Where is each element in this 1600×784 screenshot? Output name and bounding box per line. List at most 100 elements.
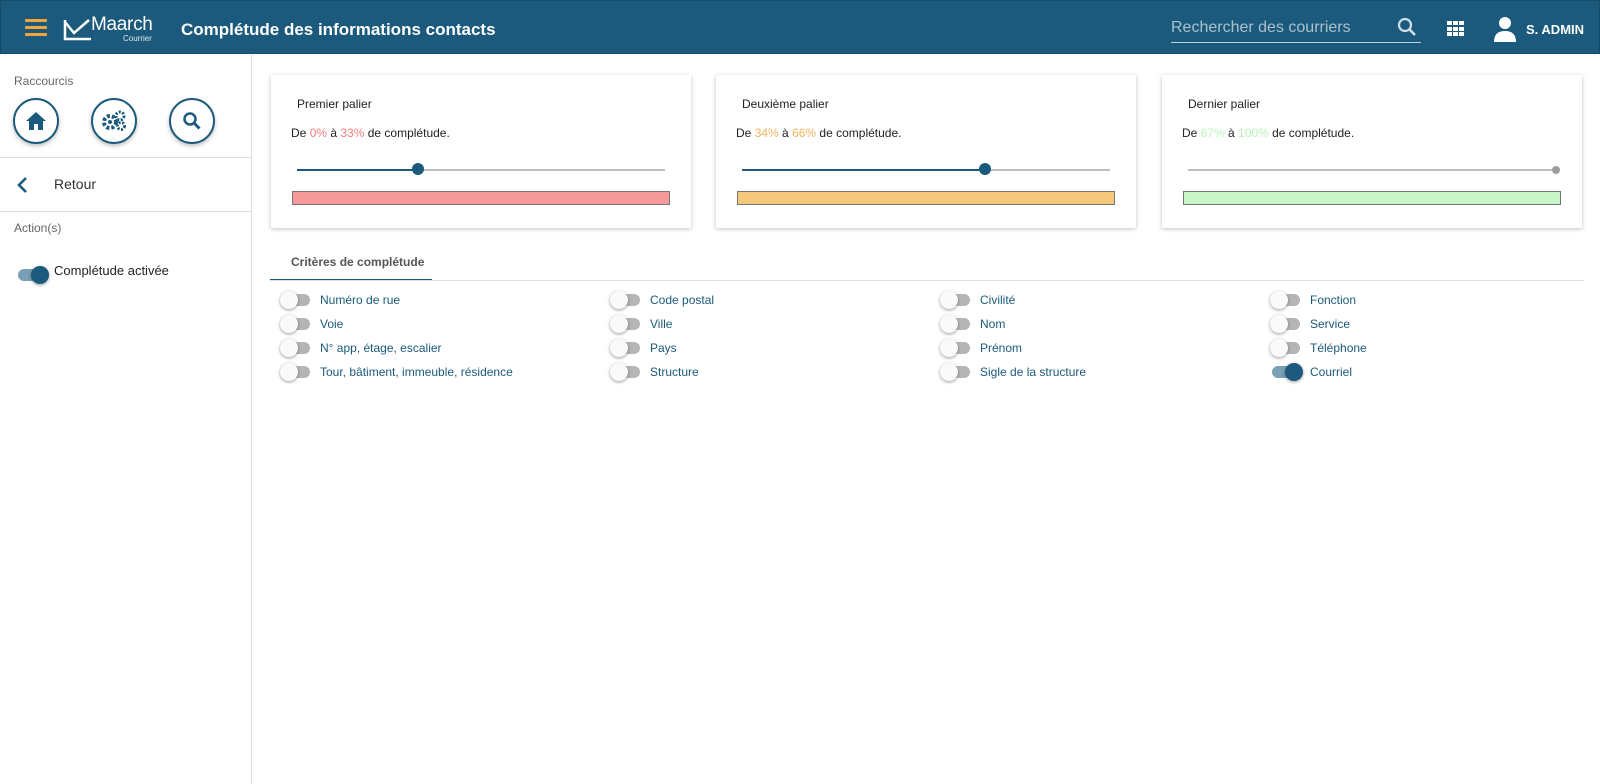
search-icon[interactable] (1397, 17, 1419, 39)
text: de complétude. (816, 126, 902, 140)
criterion-toggle[interactable] (940, 291, 972, 309)
slider-fill (297, 169, 419, 171)
criterion-label: Ville (650, 317, 673, 331)
chevron-left-icon (17, 177, 27, 193)
criterion-label: Voie (320, 317, 344, 331)
apps-grid-icon[interactable] (1447, 21, 1465, 37)
divider (0, 211, 252, 212)
completude-toggle[interactable] (18, 266, 49, 284)
criterion-toggle[interactable] (280, 291, 312, 309)
criterion-label: N° app, étage, escalier (320, 341, 442, 355)
criterion-toggle[interactable] (610, 339, 642, 357)
tab-divider (270, 280, 1584, 281)
range-end: 66% (792, 126, 817, 140)
range-start: 0% (309, 126, 328, 140)
criterion-label: Téléphone (1310, 341, 1367, 355)
threshold-card: Dernier palier De 67% à 100% de complétud… (1162, 75, 1582, 228)
tab-label: Critères de complétude (291, 255, 425, 269)
text: De (291, 126, 310, 140)
color-bar (292, 191, 670, 205)
actions-label: Action(s) (14, 221, 62, 235)
criterion-label: Service (1310, 317, 1351, 331)
page-title: Complétude des informations contacts (181, 20, 496, 39)
top-bar: Maarch Courrier Complétude des informati… (0, 0, 1600, 54)
threshold-slider[interactable] (297, 163, 665, 175)
search-bar (1171, 15, 1421, 43)
color-bar (737, 191, 1115, 205)
criterion-label: Code postal (650, 293, 715, 307)
criterion-label: Pays (650, 341, 677, 355)
sidebar: Raccourcis Retour Action(s) Complétude a… (0, 54, 252, 784)
card-description: De 67% à 100% de complétude. (1182, 126, 1354, 140)
criterion-toggle[interactable] (610, 315, 642, 333)
gears-icon (102, 110, 126, 131)
slider-thumb[interactable] (1552, 166, 1560, 174)
criterion-label: Civilité (980, 293, 1016, 307)
logo-mark-icon (63, 19, 91, 41)
slider-thumb[interactable] (978, 163, 991, 175)
text: De (1182, 126, 1201, 140)
criterion-toggle[interactable] (1272, 363, 1303, 381)
shortcut-administration[interactable] (91, 98, 137, 144)
user-name: S. ADMIN (1526, 21, 1585, 37)
criterion-toggle[interactable] (940, 339, 972, 357)
shortcuts-label: Raccourcis (14, 74, 74, 88)
criterion-toggle[interactable] (280, 339, 312, 357)
slider-thumb[interactable] (412, 163, 425, 175)
logo-subtitle: Courrier (123, 34, 152, 43)
search-input[interactable] (1171, 15, 1391, 41)
menu-icon[interactable] (25, 19, 47, 37)
threshold-slider[interactable] (742, 163, 1110, 175)
threshold-card: Deuxième palier De 34% à 66% de complétud… (716, 75, 1136, 228)
text: De (736, 126, 755, 140)
user-icon (1494, 17, 1516, 42)
text: de complétude. (364, 126, 450, 140)
criterion-label: Prénom (980, 341, 1023, 355)
back-button[interactable]: Retour (0, 167, 252, 201)
criterion-toggle[interactable] (280, 315, 312, 333)
shortcut-search[interactable] (169, 98, 215, 144)
criterion-toggle[interactable] (940, 363, 972, 381)
criterion-label: Fonction (1310, 293, 1357, 307)
criterion-label: Courriel (1310, 365, 1353, 379)
search-icon (183, 112, 201, 130)
criterion-label: Tour, bâtiment, immeuble, résidence (320, 365, 513, 379)
criterion-toggle[interactable] (940, 315, 972, 333)
criterion-toggle[interactable] (610, 363, 642, 381)
back-label: Retour (54, 176, 97, 192)
range-end: 33% (340, 126, 365, 140)
text: à (327, 126, 341, 140)
card-title: Deuxième palier (742, 97, 829, 111)
home-icon (26, 112, 46, 130)
shortcut-home[interactable] (13, 98, 59, 144)
card-title: Premier palier (297, 97, 372, 111)
criterion-toggle[interactable] (1270, 291, 1302, 309)
color-bar (1183, 191, 1561, 205)
card-title: Dernier palier (1188, 97, 1261, 111)
threshold-card: Premier palier De 0% à 33% de complétude. (271, 75, 691, 228)
criterion-toggle[interactable] (1270, 339, 1302, 357)
user-menu[interactable]: S. ADMIN (1494, 15, 1584, 43)
slider-fill (742, 169, 985, 171)
criterion-label: Structure (650, 365, 699, 379)
criterion-toggle[interactable] (610, 291, 642, 309)
criterion-toggle[interactable] (280, 363, 312, 381)
range-start: 34% (754, 126, 779, 140)
criterion-label: Numéro de rue (320, 293, 401, 307)
card-description: De 34% à 66% de complétude. (736, 126, 901, 140)
completude-toggle-label: Complétude activée (54, 263, 169, 278)
tab-criteres[interactable]: Critères de complétude (270, 246, 432, 281)
range-end: 100% (1238, 126, 1269, 140)
divider (0, 157, 252, 158)
threshold-slider[interactable] (1188, 166, 1560, 174)
logo-name: Maarch (91, 14, 153, 35)
text: de complétude. (1268, 126, 1355, 140)
range-start: 67% (1200, 126, 1225, 140)
text: à (1224, 126, 1239, 140)
text: à (778, 126, 793, 140)
criterion-label: Nom (980, 317, 1006, 331)
app-logo[interactable]: Maarch Courrier (63, 13, 155, 43)
criterion-label: Sigle de la structure (980, 365, 1087, 379)
criterion-toggle[interactable] (1270, 315, 1302, 333)
card-description: De 0% à 33% de complétude. (291, 126, 450, 140)
